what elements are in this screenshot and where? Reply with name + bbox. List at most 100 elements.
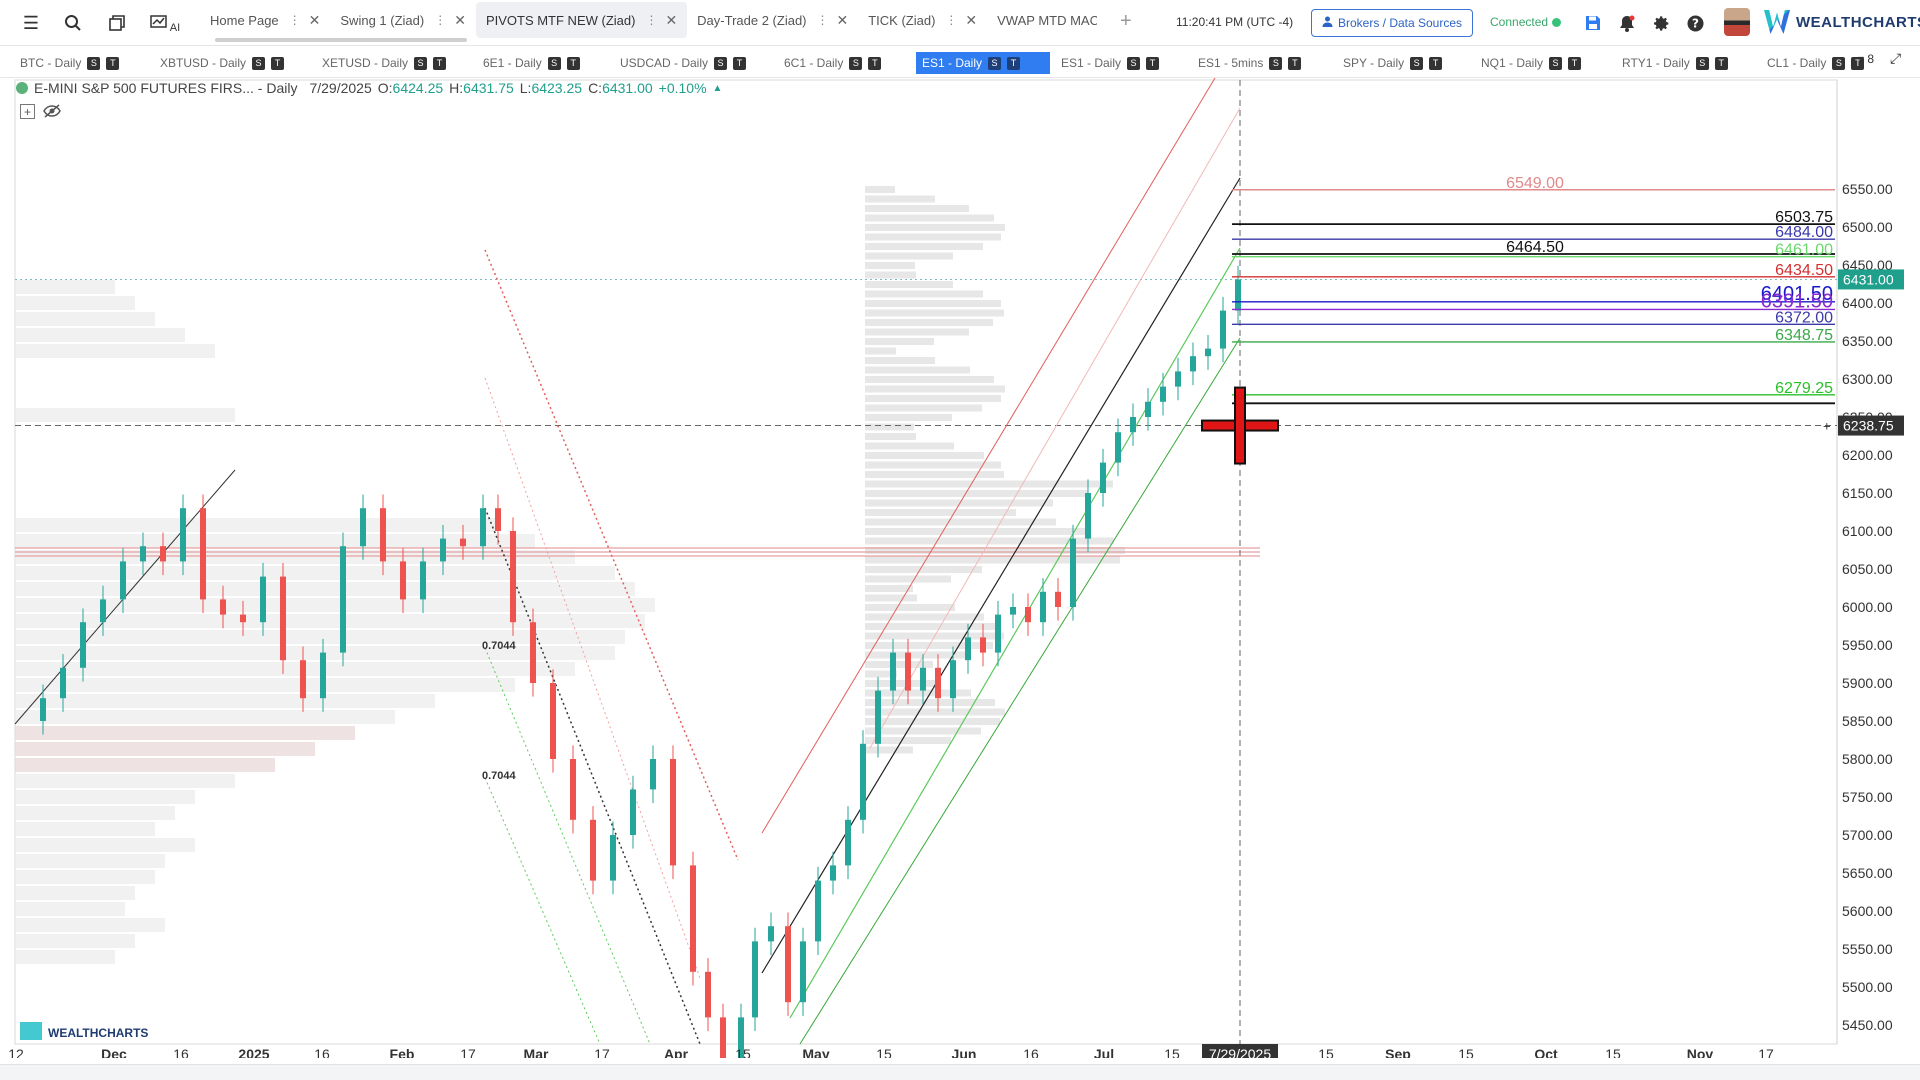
settings-badge[interactable]: S bbox=[988, 56, 1002, 70]
settings-badge[interactable]: S bbox=[1269, 56, 1283, 70]
template-badge[interactable]: T bbox=[733, 56, 747, 70]
tab-2[interactable]: PIVOTS MTF NEW (Ziad) ⋮ ✕ bbox=[475, 2, 688, 38]
settings-badge[interactable]: S bbox=[1410, 56, 1424, 70]
template-badge[interactable]: T bbox=[106, 56, 120, 70]
symbol-tab-1[interactable]: XBTUSD - Daily S T bbox=[160, 52, 285, 74]
hide-eye-icon[interactable] bbox=[43, 104, 61, 121]
template-badge[interactable]: T bbox=[1007, 56, 1021, 70]
template-badge[interactable]: T bbox=[1288, 56, 1302, 70]
tab-4[interactable]: TICK (Ziad) ⋮ ✕ bbox=[858, 2, 987, 38]
settings-badge[interactable]: S bbox=[1549, 56, 1563, 70]
symbol-tab-3[interactable]: 6E1 - Daily S T bbox=[483, 52, 580, 74]
level-label: 6461.00 bbox=[1775, 242, 1833, 259]
hamburger-menu-icon[interactable]: ☰ bbox=[22, 12, 40, 33]
symbol-tab-7[interactable]: ES1 - Daily S T bbox=[1061, 52, 1160, 74]
tab-close-icon[interactable]: ✕ bbox=[665, 11, 678, 28]
tab-1[interactable]: Swing 1 (Ziad) ⋮ ✕ bbox=[330, 2, 476, 38]
tab-menu-icon[interactable]: ⋮ bbox=[945, 13, 958, 27]
template-badge[interactable]: T bbox=[1568, 56, 1582, 70]
tab-menu-icon[interactable]: ⋮ bbox=[645, 13, 658, 27]
candle-body bbox=[1160, 386, 1166, 402]
volume-profile-bar bbox=[865, 243, 983, 250]
symbol-tab-11[interactable]: RTY1 - Daily S T bbox=[1622, 52, 1728, 74]
symbol-label: ES1 - Daily bbox=[1061, 56, 1122, 70]
settings-badge[interactable]: S bbox=[252, 56, 266, 70]
volume-profile-bar bbox=[865, 699, 995, 706]
legend-date: 7/29/2025 bbox=[309, 80, 372, 96]
volume-profile-bar bbox=[15, 344, 215, 358]
settings-badge[interactable]: S bbox=[1832, 56, 1846, 70]
ai-chart-icon[interactable]: AI bbox=[148, 10, 182, 36]
symbol-tab-2[interactable]: XETUSD - Daily S T bbox=[322, 52, 447, 74]
expand-icon[interactable]: ⤢ bbox=[1890, 50, 1902, 66]
settings-badge[interactable]: S bbox=[547, 56, 561, 70]
chart-area[interactable]: 0.7044 0.7044 6549.00 6503.75 6484.00 6464.50… bbox=[0, 78, 1920, 1058]
template-badge[interactable]: T bbox=[566, 56, 580, 70]
alerts-bell-icon[interactable] bbox=[1616, 12, 1638, 34]
template-badge[interactable]: T bbox=[1851, 56, 1865, 70]
symbol-tab-10[interactable]: NQ1 - Daily S T bbox=[1481, 52, 1582, 74]
tab-close-icon[interactable]: ✕ bbox=[454, 11, 466, 28]
symbol-tab-6[interactable]: ES1 - Daily S T bbox=[916, 52, 1050, 74]
y-axis-tick: 5950.00 bbox=[1842, 637, 1893, 653]
y-axis-tick: 5900.00 bbox=[1842, 675, 1893, 691]
settings-gear-icon[interactable] bbox=[1650, 12, 1672, 34]
settings-badge[interactable]: S bbox=[849, 56, 863, 70]
user-avatar[interactable] bbox=[1724, 8, 1750, 36]
tab-menu-icon[interactable]: ⋮ bbox=[288, 13, 301, 27]
tab-close-icon[interactable]: ✕ bbox=[965, 11, 978, 28]
tab-close-icon[interactable]: ✕ bbox=[836, 11, 849, 28]
tab-menu-icon[interactable]: ⋮ bbox=[434, 13, 447, 27]
add-tab-icon[interactable]: + bbox=[1120, 10, 1132, 32]
symbol-tab-0[interactable]: BTC - Daily S T bbox=[20, 52, 120, 74]
volume-profile-bar bbox=[865, 727, 981, 735]
template-badge[interactable]: T bbox=[433, 56, 447, 70]
settings-badge[interactable]: S bbox=[1695, 56, 1709, 70]
tabs-scrollbar[interactable] bbox=[215, 38, 467, 42]
volume-profile-bar bbox=[865, 746, 913, 754]
settings-badge[interactable]: S bbox=[1127, 56, 1141, 70]
channel-line-pink bbox=[869, 107, 1241, 749]
y-axis-tick: 5850.00 bbox=[1842, 713, 1893, 729]
more-symbols-dropdown[interactable]: ▾ 8 bbox=[1858, 52, 1875, 66]
candle-body bbox=[320, 652, 326, 699]
last-price-tag bbox=[1838, 269, 1904, 290]
template-badge[interactable]: T bbox=[1429, 56, 1443, 70]
tab-0[interactable]: Home Page ⋮ ✕ bbox=[200, 2, 330, 38]
volume-profile-bar bbox=[865, 205, 969, 212]
bottom-scrollbar[interactable] bbox=[0, 1064, 1920, 1080]
help-icon[interactable]: ? bbox=[1684, 12, 1706, 34]
settings-badge[interactable]: S bbox=[87, 56, 101, 70]
symbol-tab-12[interactable]: CL1 - Daily S T bbox=[1767, 52, 1865, 74]
symbol-tab-4[interactable]: USDCAD - Daily S T bbox=[620, 52, 747, 74]
settings-badge[interactable]: S bbox=[714, 56, 728, 70]
candle-body bbox=[670, 759, 676, 866]
tab-menu-icon[interactable]: ⋮ bbox=[816, 13, 829, 27]
add-indicator-icon[interactable]: + bbox=[20, 104, 35, 119]
candle-body bbox=[1070, 538, 1076, 607]
symbol-tab-9[interactable]: SPY - Daily S T bbox=[1343, 52, 1443, 74]
y-axis-tick: 6300.00 bbox=[1842, 371, 1893, 387]
template-badge[interactable]: T bbox=[1146, 56, 1160, 70]
candle-body bbox=[1010, 607, 1016, 615]
level-label: 6503.75 bbox=[1775, 209, 1833, 226]
volume-profile-bar bbox=[15, 790, 195, 804]
x-axis-tick: 17 bbox=[1758, 1046, 1774, 1058]
template-badge[interactable]: T bbox=[1714, 56, 1728, 70]
symbol-tab-5[interactable]: 6C1 - Daily S T bbox=[784, 52, 882, 74]
search-icon[interactable] bbox=[60, 10, 86, 36]
logo-text: WEALTHCHARTS bbox=[1796, 13, 1920, 31]
layouts-icon[interactable] bbox=[104, 10, 130, 36]
save-icon[interactable] bbox=[1582, 12, 1604, 34]
volume-profile-bar bbox=[865, 423, 914, 431]
template-badge[interactable]: T bbox=[271, 56, 285, 70]
symbol-tab-8[interactable]: ES1 - 5mins S T bbox=[1198, 52, 1302, 74]
template-badge[interactable]: T bbox=[868, 56, 882, 70]
tab-5[interactable]: VWAP MTD MAC bbox=[987, 2, 1097, 38]
tab-close-icon[interactable]: ✕ bbox=[308, 11, 321, 28]
brokers-data-sources-button[interactable]: Brokers / Data Sources bbox=[1311, 9, 1473, 37]
settings-badge[interactable]: S bbox=[414, 56, 428, 70]
legend-low-label: L: bbox=[519, 80, 532, 96]
tab-3[interactable]: Day-Trade 2 (Ziad) ⋮ ✕ bbox=[687, 2, 858, 38]
